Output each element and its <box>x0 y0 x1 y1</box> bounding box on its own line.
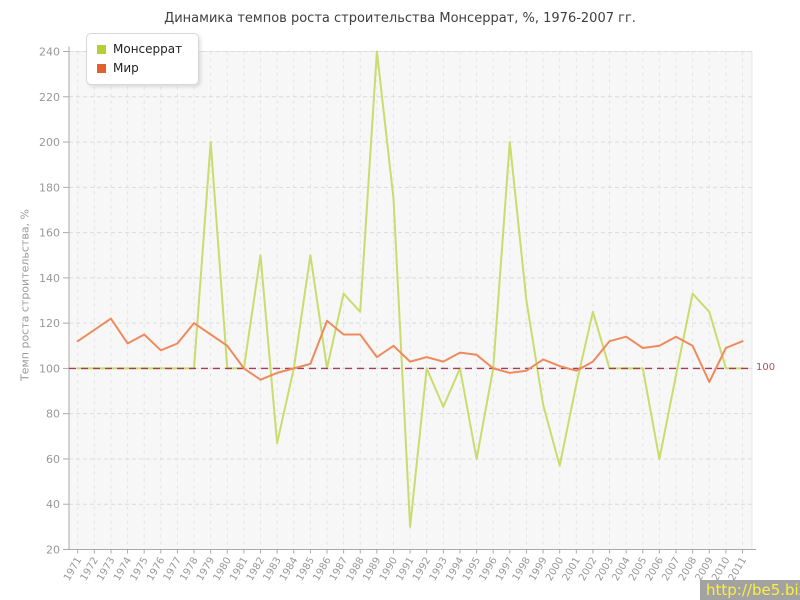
legend-label-mir: Мир <box>113 61 139 75</box>
legend-swatch-montserrat <box>97 45 106 54</box>
legend-item-mir[interactable]: Мир <box>97 59 182 78</box>
y-tick-label: 20 <box>46 544 60 557</box>
y-tick-label: 40 <box>46 498 60 511</box>
y-tick-label: 80 <box>46 408 60 421</box>
series-line-montserrat <box>76 50 744 528</box>
y-tick-label: 200 <box>39 136 60 149</box>
y-tick-label: 120 <box>39 317 60 330</box>
legend: Монсеррат Мир <box>86 33 200 85</box>
y-tick-label: 160 <box>39 227 60 240</box>
y-tick-label: 180 <box>39 181 60 194</box>
y-tick-label: 240 <box>39 46 60 59</box>
watermark-link[interactable]: http://be5.biz/ <box>700 580 800 600</box>
reference-line-label: 100 <box>756 362 776 373</box>
legend-label-montserrat: Монсеррат <box>113 42 183 56</box>
y-tick-label: 60 <box>46 453 60 466</box>
y-axis-title: Темп роста строительства, % <box>18 208 32 382</box>
y-tick-label: 140 <box>39 272 60 285</box>
chart-title: Динамика темпов роста строительства Монс… <box>164 11 636 26</box>
plot-background <box>68 51 753 550</box>
y-tick-label: 220 <box>39 91 60 104</box>
legend-swatch-mir <box>97 64 106 73</box>
x-tick-label: 2011 <box>727 556 749 584</box>
y-tick-label: 100 <box>39 362 60 375</box>
legend-item-montserrat[interactable]: Монсеррат <box>97 40 182 59</box>
series-line-mir <box>76 317 744 383</box>
